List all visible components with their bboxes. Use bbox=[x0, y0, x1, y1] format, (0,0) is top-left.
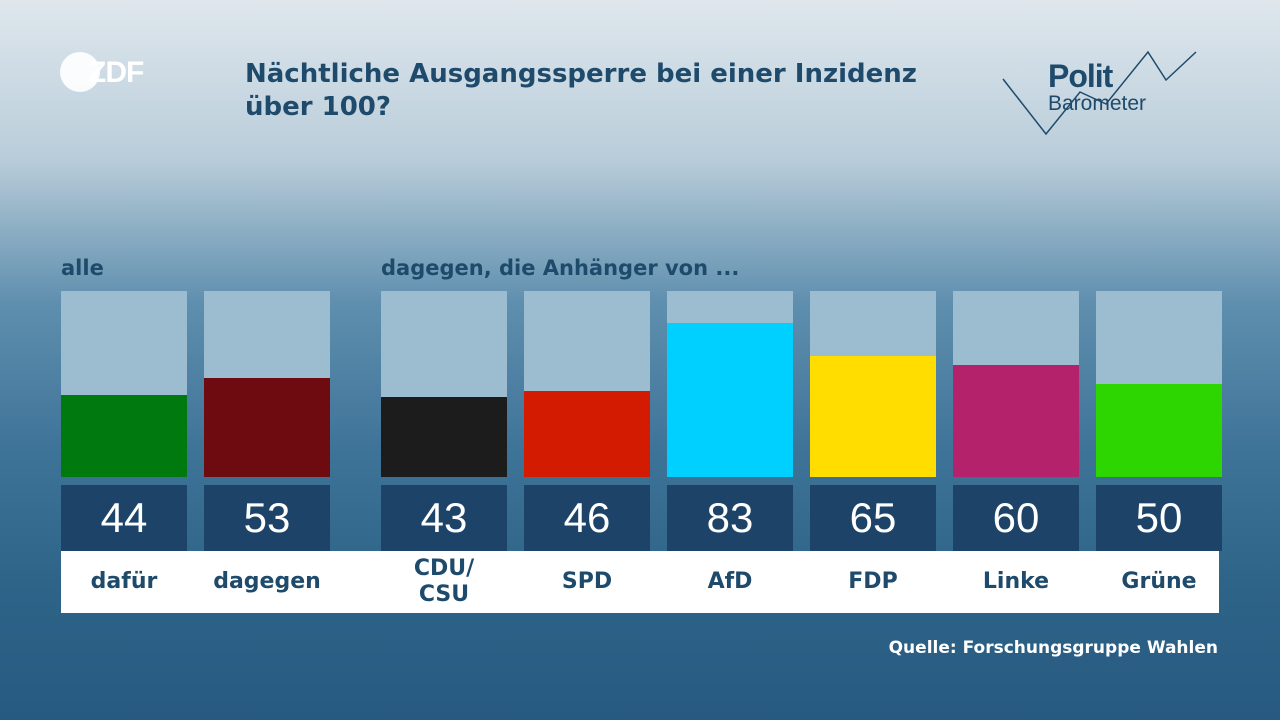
value-label-dagegen: 53 bbox=[204, 485, 330, 551]
polit-word: Polit bbox=[1048, 58, 1113, 94]
category-label-spd: SPD bbox=[561, 569, 613, 594]
bar-dafür bbox=[61, 395, 187, 477]
group-label-1: dagegen, die Anhänger von ... bbox=[381, 256, 740, 280]
category-label-cducsu: CDU/ CSU bbox=[413, 556, 475, 607]
source-note: Quelle: Forschungsgruppe Wahlen bbox=[888, 638, 1218, 658]
zdf-logo-circle bbox=[60, 52, 100, 92]
politbarometer-line-icon bbox=[1002, 50, 1197, 136]
category-label-strip bbox=[61, 551, 1219, 613]
zdf-logo: ZDF bbox=[60, 50, 150, 94]
bar-grüne bbox=[1096, 384, 1222, 477]
bar-track-cducsu bbox=[381, 291, 507, 477]
category-label-fdp: FDP bbox=[848, 569, 898, 594]
group-label-0: alle bbox=[61, 256, 104, 280]
category-label-grüne: Grüne bbox=[1121, 569, 1197, 594]
chart-title: Nächtliche Ausgangssperre bei einer Inzi… bbox=[245, 59, 917, 122]
zdf-logo-text: ZDF bbox=[88, 56, 144, 89]
bar-linke bbox=[953, 365, 1079, 477]
bar-track-fdp bbox=[810, 291, 936, 477]
category-label-linke: Linke bbox=[982, 569, 1050, 594]
bar-track-grüne bbox=[1096, 291, 1222, 477]
bar-spd bbox=[524, 391, 650, 477]
value-label-fdp: 65 bbox=[810, 485, 936, 551]
value-label-cducsu: 43 bbox=[381, 485, 507, 551]
bar-afd bbox=[667, 323, 793, 477]
bar-track-afd bbox=[667, 291, 793, 477]
politbarometer-logo: Polit Barometer bbox=[998, 44, 1208, 144]
value-label-linke: 60 bbox=[953, 485, 1079, 551]
category-label-dagegen: dagegen bbox=[213, 569, 321, 594]
bar-fdp bbox=[810, 356, 936, 477]
bar-track-linke bbox=[953, 291, 1079, 477]
bar-dagegen bbox=[204, 378, 330, 477]
value-label-afd: 83 bbox=[667, 485, 793, 551]
bar-track-dagegen bbox=[204, 291, 330, 477]
category-label-afd: AfD bbox=[707, 569, 753, 594]
bar-track-spd bbox=[524, 291, 650, 477]
barometer-word: Barometer bbox=[1048, 92, 1147, 115]
value-label-dafür: 44 bbox=[61, 485, 187, 551]
value-label-spd: 46 bbox=[524, 485, 650, 551]
category-label-dafür: dafür bbox=[90, 569, 158, 594]
value-label-grüne: 50 bbox=[1096, 485, 1222, 551]
bar-cducsu bbox=[381, 397, 507, 477]
bar-track-dafür bbox=[61, 291, 187, 477]
